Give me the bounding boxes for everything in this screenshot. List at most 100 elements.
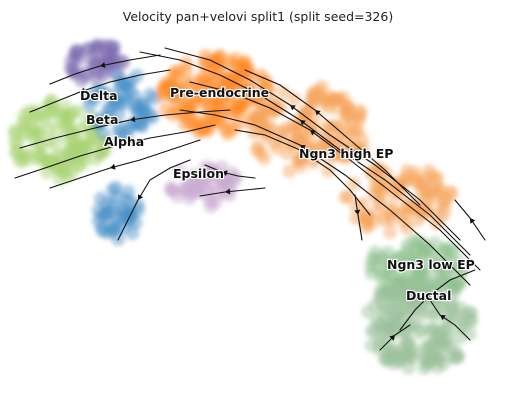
- cell-point: [204, 199, 218, 214]
- streamline-arrowhead: [300, 150, 306, 156]
- cell-point: [439, 264, 454, 279]
- cell-point: [184, 118, 199, 133]
- cell-point: [424, 321, 439, 336]
- cell-point: [252, 109, 267, 124]
- streamline-arrowhead: [110, 163, 116, 170]
- cell-point: [341, 189, 355, 204]
- cell-point: [47, 136, 62, 151]
- cell-point: [209, 52, 224, 67]
- streamline: [454, 199, 486, 241]
- streamline-arrowhead: [300, 120, 306, 126]
- cell-point: [98, 38, 113, 53]
- cell-point: [219, 78, 233, 93]
- streamline-arrowhead: [222, 170, 228, 177]
- cell-point: [119, 128, 134, 143]
- cell-point: [372, 317, 387, 332]
- cell-point: [158, 76, 173, 91]
- cell-point: [25, 108, 40, 122]
- streamline: [49, 139, 201, 189]
- cell-point: [293, 123, 308, 138]
- streamline-arrowhead: [138, 194, 144, 200]
- cell-point: [282, 164, 297, 179]
- cell-point: [176, 182, 191, 197]
- streamline: [29, 69, 171, 113]
- cell-points-layer: [7, 38, 479, 375]
- cell-point: [344, 114, 359, 129]
- cell-point: [69, 44, 84, 59]
- cell-point: [300, 104, 315, 119]
- cell-point: [430, 170, 445, 185]
- cell-point: [447, 285, 462, 300]
- cell-point: [78, 116, 93, 131]
- cell-point: [96, 126, 111, 141]
- cell-point: [434, 197, 449, 211]
- chart-title: Velocity pan+velovi split1 (split seed=3…: [123, 9, 393, 24]
- cell-point: [429, 306, 444, 320]
- cell-point: [205, 85, 220, 100]
- cell-point: [313, 139, 328, 154]
- cell-point: [431, 183, 446, 198]
- cell-point: [108, 219, 123, 234]
- cell-point: [215, 93, 230, 107]
- cell-point: [74, 73, 89, 88]
- cell-point: [164, 180, 179, 195]
- cell-point: [111, 97, 126, 112]
- cell-point: [85, 128, 100, 143]
- cell-point: [382, 342, 397, 356]
- cell-point: [379, 178, 394, 193]
- cell-point: [364, 258, 379, 273]
- streamline-arrowhead: [225, 188, 231, 195]
- streamline: [234, 129, 371, 216]
- cell-point: [373, 290, 387, 305]
- cell-point: [455, 314, 470, 329]
- cell-point: [438, 243, 453, 257]
- streamline: [429, 299, 471, 341]
- streamline-arrowhead: [130, 116, 136, 123]
- cell-point: [173, 85, 188, 100]
- streamline: [179, 109, 471, 286]
- cell-point: [399, 169, 414, 184]
- cell-point: [426, 341, 441, 356]
- cell-point: [383, 225, 398, 240]
- cell-point: [172, 164, 187, 179]
- cell-point: [383, 326, 397, 341]
- cell-point: [228, 100, 243, 115]
- streamline: [164, 47, 461, 241]
- cell-point: [436, 356, 451, 371]
- velocity-streamlines-layer: [14, 47, 486, 351]
- cell-point: [311, 83, 326, 98]
- streamline-arrowhead: [290, 105, 296, 111]
- cell-point: [82, 98, 97, 113]
- streamline: [244, 69, 421, 206]
- cell-point: [96, 85, 110, 99]
- cell-point: [261, 120, 276, 135]
- cluster-label-beta: Beta: [86, 112, 118, 127]
- cell-point: [211, 115, 226, 130]
- cell-point: [72, 148, 87, 162]
- cell-point: [196, 175, 211, 190]
- cell-point: [33, 150, 48, 165]
- cell-point: [98, 208, 113, 223]
- streamline-arrowhead: [354, 209, 361, 215]
- cell-point: [276, 85, 291, 100]
- cell-point: [413, 306, 428, 321]
- cell-point: [235, 57, 250, 72]
- streamline-arrowhead: [115, 142, 121, 148]
- cell-point: [390, 250, 405, 265]
- streamline-arrowhead: [310, 130, 316, 136]
- cell-point: [443, 185, 458, 200]
- cell-point: [110, 68, 125, 83]
- cell-point: [274, 125, 289, 140]
- cell-point: [83, 140, 97, 154]
- cluster-label-delta: Delta: [80, 88, 118, 103]
- cell-point: [410, 234, 425, 249]
- streamline: [189, 81, 481, 271]
- cell-point: [322, 118, 337, 133]
- cell-point: [143, 87, 158, 102]
- cell-point: [225, 166, 239, 181]
- cell-point: [359, 217, 374, 232]
- cell-point: [279, 146, 294, 160]
- cell-point: [404, 250, 419, 265]
- cell-point: [17, 118, 32, 132]
